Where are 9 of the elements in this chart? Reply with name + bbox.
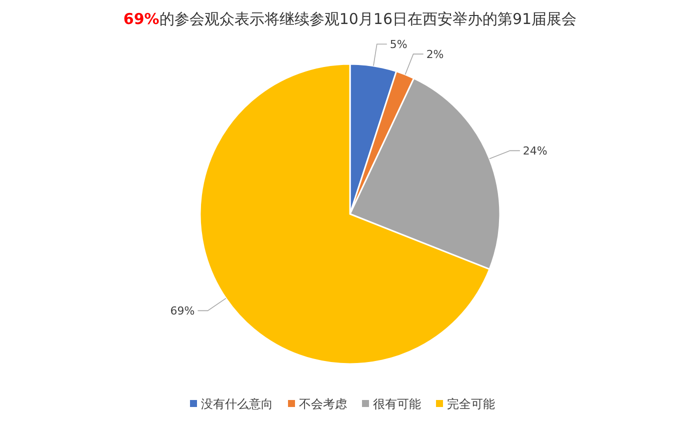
chart-title: 69%的参会观众表示将继续参观10月16日在西安举办的第91届展会 (123, 10, 577, 28)
legend-label: 完全可能 (447, 397, 495, 411)
data-label: 24% (522, 144, 548, 158)
data-label: 2% (426, 48, 444, 62)
legend-label: 很有可能 (373, 397, 421, 411)
legend-label: 没有什么意向 (201, 397, 273, 411)
data-label: 5% (390, 38, 408, 52)
data-label: 69% (170, 304, 195, 318)
legend-label: 不会考虑 (299, 397, 347, 411)
